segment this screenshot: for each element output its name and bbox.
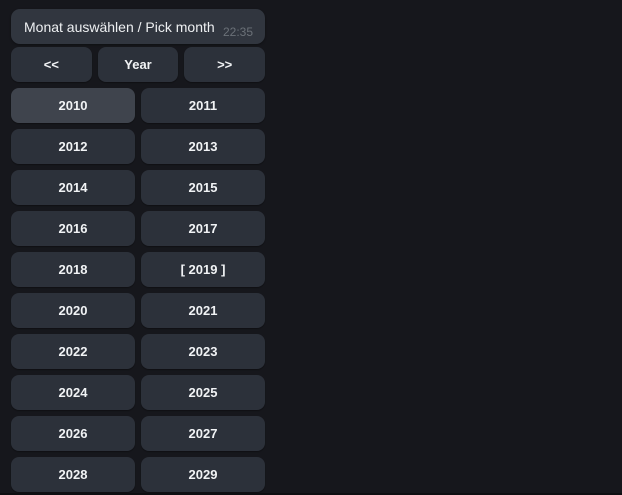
year-button-2023[interactable]: 2023 <box>141 334 265 369</box>
year-button-2029[interactable]: 2029 <box>141 457 265 492</box>
year-button-2025[interactable]: 2025 <box>141 375 265 410</box>
year-button-2028[interactable]: 2028 <box>11 457 135 492</box>
keyboard-nav-row: << Year >> <box>11 47 266 82</box>
year-button-2017[interactable]: 2017 <box>141 211 265 246</box>
year-button-2016[interactable]: 2016 <box>11 211 135 246</box>
year-button-2019[interactable]: [ 2019 ] <box>141 252 265 287</box>
year-button-2011[interactable]: 2011 <box>141 88 265 123</box>
year-button-2027[interactable]: 2027 <box>141 416 265 451</box>
inline-keyboard: << Year >> 2010 2011 2012 2013 2014 2015… <box>11 47 266 492</box>
message-bubble: Monat auswählen / Pick month 22:35 <box>11 9 265 44</box>
next-page-button[interactable]: >> <box>184 47 266 82</box>
window-bottom-edge <box>0 493 622 495</box>
chat-area: Monat auswählen / Pick month 22:35 << Ye… <box>11 9 266 492</box>
year-button-2024[interactable]: 2024 <box>11 375 135 410</box>
message-timestamp: 22:35 <box>222 25 253 39</box>
year-button-2021[interactable]: 2021 <box>141 293 265 328</box>
year-mode-button[interactable]: Year <box>97 47 179 82</box>
year-button-2022[interactable]: 2022 <box>11 334 135 369</box>
year-grid: 2010 2011 2012 2013 2014 2015 2016 2017 … <box>11 88 265 492</box>
message-text: Monat auswählen / Pick month <box>24 18 215 35</box>
prev-page-button[interactable]: << <box>11 47 92 82</box>
year-button-2015[interactable]: 2015 <box>141 170 265 205</box>
year-button-2018[interactable]: 2018 <box>11 252 135 287</box>
year-button-2013[interactable]: 2013 <box>141 129 265 164</box>
year-button-2010[interactable]: 2010 <box>11 88 135 123</box>
year-button-2014[interactable]: 2014 <box>11 170 135 205</box>
year-button-2026[interactable]: 2026 <box>11 416 135 451</box>
year-button-2012[interactable]: 2012 <box>11 129 135 164</box>
year-button-2020[interactable]: 2020 <box>11 293 135 328</box>
